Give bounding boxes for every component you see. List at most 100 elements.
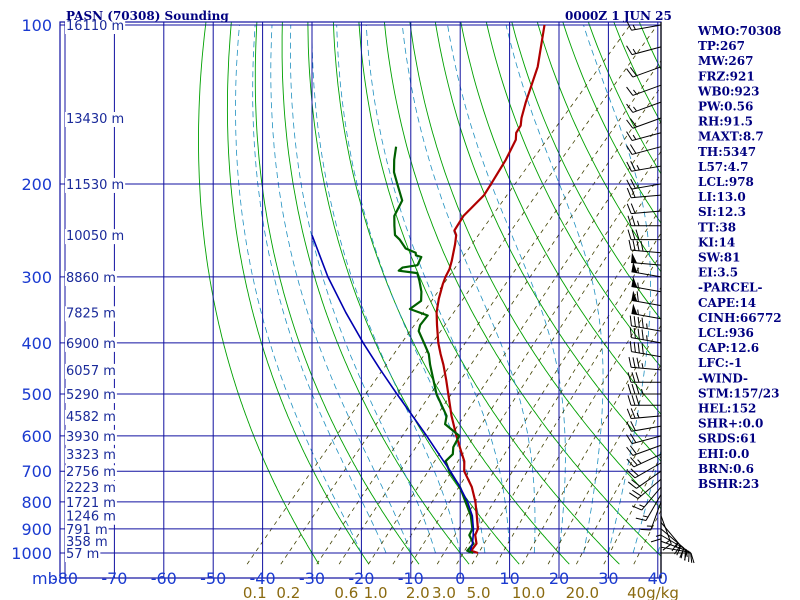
wind-barb: [626, 45, 662, 56]
pressure-tick-label: 400: [21, 334, 52, 353]
wind-barb: [650, 508, 662, 543]
wind-barb: [626, 444, 662, 456]
dry-adiabat-line: [383, 22, 661, 557]
chart-date: 0000Z 1 JUN 25: [565, 9, 672, 23]
height-tick-label: 5290 m: [66, 388, 116, 403]
wind-barb: [626, 144, 662, 155]
height-label-bg: [65, 522, 109, 538]
temperature-tick-label: -70: [101, 569, 127, 588]
temperature-tick-label: -10: [398, 569, 424, 588]
height-tick-label: 4582 m: [66, 410, 116, 425]
index-line: BSHR:23: [698, 477, 759, 491]
wind-barb: [629, 315, 662, 332]
dry-adiabat-line: [562, 22, 661, 225]
index-line: SRDS:61: [698, 432, 757, 446]
mixing-ratio-tick-label: 0.6: [334, 584, 358, 600]
height-label-bg: [65, 177, 126, 193]
mixing-ratio-tick-label: 20.0: [566, 584, 599, 600]
wind-barb: [626, 203, 662, 215]
wind-barb: [626, 101, 662, 113]
temperature-tick-label: -20: [348, 569, 374, 588]
height-label-bg: [65, 363, 117, 379]
wind-barb: [627, 462, 662, 479]
wind-barb: [628, 239, 662, 254]
index-line: MAXT:8.7: [698, 130, 764, 144]
index-line: WMO:70308: [697, 24, 781, 38]
sounding-series: [311, 24, 546, 555]
wind-barb: [626, 178, 662, 190]
mixing-ratio-line: [495, 286, 661, 565]
height-label-bg: [65, 448, 117, 464]
index-line: LI:13.0: [698, 190, 746, 204]
dry-adiabat-line: [254, 22, 420, 565]
index-line: CAP:12.6: [698, 341, 759, 355]
dry-adiabat-line: [226, 22, 370, 565]
wind-barb: [629, 327, 662, 344]
pressure-unit-label: mb: [32, 569, 58, 588]
temperature-tick-label: 0: [455, 569, 465, 588]
temperature-tick-label: -60: [151, 569, 177, 588]
mixing-ratio-tick-label: 2.0: [406, 584, 430, 600]
height-tick-label: 1246 m: [66, 510, 116, 525]
temperature-tick-label: -50: [200, 569, 226, 588]
height-tick-label: 11530 m: [66, 178, 124, 193]
index-line: TP:267: [698, 39, 745, 53]
height-tick-label: 791 m: [66, 523, 108, 538]
wind-barb: [640, 501, 662, 531]
dry-adiabat-line: [787, 13, 800, 564]
height-label-bg: [65, 409, 117, 425]
mixing-ratio-line: [392, 150, 661, 565]
wind-barb: [626, 421, 662, 432]
dry-adiabat-line: [485, 22, 661, 368]
dry-adiabat-line: [358, 22, 620, 565]
index-line: SHR+:0.0: [698, 417, 763, 431]
height-tick-label: 2223 m: [66, 481, 116, 496]
moist-adiabat-line: [311, 25, 461, 554]
index-line: CAPE:14: [698, 296, 756, 310]
dry-adiabat-line: [409, 22, 661, 510]
mixing-ratio-line: [576, 408, 661, 565]
wind-barb: [631, 276, 662, 293]
wind-barb: [626, 408, 662, 420]
mixing-ratio-line: [521, 324, 661, 565]
index-line: FRZ:921: [698, 69, 755, 83]
index-line: STM:157/23: [698, 386, 779, 400]
mixing-ratio-line: [471, 253, 661, 565]
mixing-ratio-line: [368, 120, 661, 565]
moist-adiabat-line: [583, 24, 651, 554]
height-label-bg: [65, 388, 117, 404]
dry-adiabat-line: [511, 22, 661, 321]
height-label-bg: [65, 535, 109, 551]
height-label-bg: [65, 465, 117, 481]
wind-barb: [660, 515, 672, 551]
wind-barb: [627, 395, 661, 406]
wind-barb: [626, 131, 662, 142]
temperature-tick-label: 30: [598, 569, 618, 588]
wind-barb: [631, 261, 662, 278]
temperature-line: [435, 24, 546, 555]
mixing-ratio-line: [410, 173, 661, 565]
wind-barb: [627, 215, 661, 227]
pressure-tick-label: 900: [21, 520, 52, 539]
pressure-tick-label: 500: [21, 385, 52, 404]
height-tick-label: 2756 m: [66, 465, 116, 480]
moist-adiabat-line: [252, 24, 387, 554]
moist-adiabat-line: [401, 24, 536, 553]
grid-lines: [59, 21, 662, 579]
index-line: TT:38: [698, 220, 736, 234]
index-line: BRN:0.6: [698, 462, 754, 476]
index-line: RH:91.5: [698, 115, 753, 129]
height-tick-label: 8860 m: [66, 271, 116, 286]
wind-barb: [626, 453, 662, 468]
wind-barb: [631, 290, 662, 307]
index-line: WB0:923: [697, 84, 759, 98]
mixing-ratio-line: [316, 60, 661, 565]
index-line: HEL:152: [698, 402, 756, 416]
dewpoint-line: [392, 146, 475, 555]
index-line: EI:3.5: [698, 266, 738, 280]
moist-adiabat-line: [365, 24, 510, 553]
mixing-ratio-tick-label: 1.0: [364, 584, 388, 600]
height-label-bg: [65, 19, 126, 34]
wind-barb: [626, 84, 662, 96]
